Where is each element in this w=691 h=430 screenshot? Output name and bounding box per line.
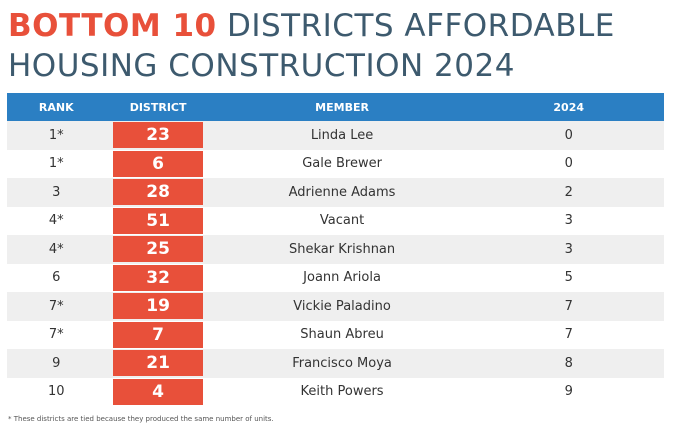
table-row: 10 4 Keith Powers 9 (7, 378, 664, 407)
units-2024-cell: 0 (473, 121, 664, 150)
district-cell: 6 (106, 150, 211, 179)
column-header: DISTRICT (105, 93, 211, 121)
member-cell: Shaun Abreu (300, 327, 384, 343)
district-cell: 7 (106, 321, 211, 350)
district-cell: 19 (105, 292, 211, 321)
member-cell: Vacant (319, 213, 365, 229)
units-2024-cell: 5 (564, 270, 573, 286)
units-2024-cell: 3 (564, 213, 573, 229)
district-number: 19 (113, 293, 204, 320)
table-row: 1* 23 Linda Lee 0 (7, 121, 664, 150)
ranking-table: RANK DISTRICT MEMBER 2024 1* 23 Linda Lee 0 1* 6… (7, 93, 664, 406)
rank-cell: 1* (48, 156, 64, 172)
member-cell: Shekar Krishnan (210, 235, 474, 264)
district-number: 32 (113, 264, 204, 291)
table-row: 4* 25 Shekar Krishnan 3 (7, 235, 664, 264)
district-number: 7 (113, 321, 204, 348)
table-row: 3 28 Adrienne Adams 2 (7, 178, 664, 207)
district-cell: 4 (106, 378, 211, 407)
district-number: 25 (113, 236, 204, 263)
rank-cell: 9 (7, 349, 106, 378)
title-line-1: BOTTOM 10 DISTRICTS AFFORDABLE (8, 8, 615, 44)
units-2024-cell: 3 (473, 235, 664, 264)
units-2024-cell: 2 (473, 178, 664, 207)
column-header: 2024 (473, 93, 664, 121)
rank-cell: 10 (48, 384, 65, 400)
rank-cell: 7* (7, 292, 106, 321)
district-number: 21 (113, 350, 204, 377)
table-row: 4* 51 Vacant 3 (7, 207, 664, 236)
district-number: 23 (113, 122, 204, 149)
rank-cell: 4* (7, 235, 106, 264)
table-row: 6 32 Joann Ariola 5 (7, 264, 664, 293)
member-cell: Keith Powers (300, 384, 384, 400)
member-cell: Linda Lee (210, 121, 474, 150)
units-2024-cell: 7 (473, 292, 664, 321)
district-cell: 23 (105, 121, 211, 150)
footnote: * These districts are tied because they … (8, 415, 274, 423)
member-cell: Joann Ariola (303, 270, 381, 286)
district-cell: 21 (105, 349, 211, 378)
district-number: 51 (113, 207, 204, 234)
units-2024-cell: 7 (564, 327, 573, 343)
units-2024-cell: 8 (473, 349, 664, 378)
table-row: 1* 6 Gale Brewer 0 (7, 150, 664, 179)
column-header: RANK (7, 93, 106, 121)
rank-cell: 7* (48, 327, 64, 343)
column-header: MEMBER (210, 93, 474, 121)
table-row: 7* 7 Shaun Abreu 7 (7, 321, 664, 350)
member-cell: Gale Brewer (302, 156, 382, 172)
district-number: 28 (113, 179, 204, 206)
units-2024-cell: 9 (564, 384, 573, 400)
header-row: RANK DISTRICT MEMBER 2024 (7, 93, 664, 121)
district-cell: 51 (106, 207, 211, 236)
rank-cell: 4* (48, 213, 64, 229)
table-row: 7* 19 Vickie Paladino 7 (7, 292, 664, 321)
rank-cell: 6 (52, 270, 61, 286)
member-cell: Vickie Paladino (210, 292, 474, 321)
district-number: 6 (113, 150, 204, 177)
rank-cell: 3 (7, 178, 106, 207)
member-cell: Francisco Moya (210, 349, 474, 378)
district-cell: 25 (105, 235, 211, 264)
district-number: 4 (113, 378, 204, 405)
rank-cell: 1* (7, 121, 106, 150)
table-row: 9 21 Francisco Moya 8 (7, 349, 664, 378)
title-highlight: BOTTOM 10 (8, 8, 217, 44)
title-line-2: HOUSING CONSTRUCTION 2024 (8, 48, 515, 84)
district-cell: 32 (106, 264, 211, 293)
title-rest: DISTRICTS AFFORDABLE (226, 8, 615, 44)
units-2024-cell: 0 (564, 156, 573, 172)
member-cell: Adrienne Adams (210, 178, 474, 207)
district-cell: 28 (105, 178, 211, 207)
